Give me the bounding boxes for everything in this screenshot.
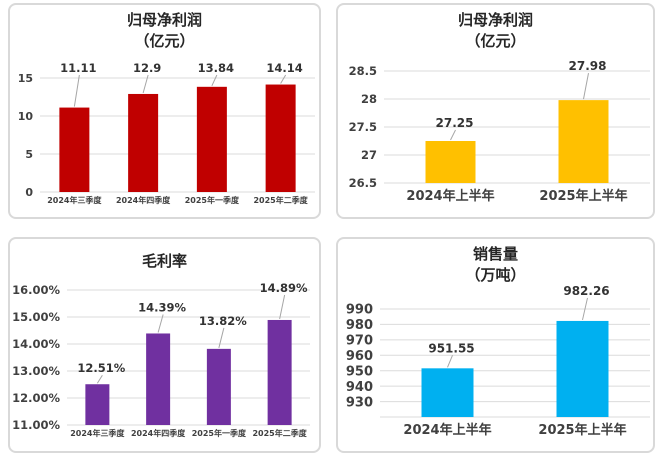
chart-title: 归母净利润 （亿元）: [338, 10, 653, 52]
y-axis-tick-label: 5: [25, 148, 33, 161]
bar: [421, 368, 474, 417]
data-label-leader-line: [583, 73, 589, 100]
y-axis-tick-label: 990: [346, 303, 373, 318]
y-axis-tick-label: 15.00%: [12, 310, 60, 324]
y-axis-tick-label: 13.00%: [12, 364, 60, 378]
data-label-leader-line: [280, 74, 287, 84]
data-label: 951.55: [428, 341, 474, 355]
y-axis-tick-label: 15: [18, 72, 33, 85]
x-axis-category-label: 2025年二季度: [253, 195, 308, 205]
y-axis-tick-label: 11.00%: [12, 418, 60, 432]
data-label-leader-line: [211, 74, 218, 87]
y-axis-tick-label: 960: [346, 349, 373, 364]
x-axis-category-label: 2024年三季度: [70, 428, 125, 438]
x-axis-category-label: 2025年上半年: [539, 188, 627, 204]
chart-title: 毛利率: [10, 251, 319, 272]
y-axis-tick-label: 930: [346, 395, 373, 410]
bar: [196, 86, 227, 192]
net-profit-halfyear-chart: 28.5 28 27.5 27 26.5 2024年上半年 27.25 2025年上半年 27.…: [349, 59, 650, 204]
y-axis-tick-label: 970: [346, 334, 373, 349]
chart-title: 销售量 （万吨）: [338, 244, 653, 286]
y-axis-tick-label: 0: [25, 186, 33, 199]
y-axis-tick-label: 26.5: [349, 176, 377, 190]
data-label-leader-line: [447, 355, 453, 368]
bar: [206, 348, 231, 425]
net-profit-quarterly-chart: 15 10 5 0 2024年三季度 11.11 2024年四季度 12.9 2025年一季度 1…: [18, 61, 315, 205]
y-axis-tick-label: 14.00%: [12, 337, 60, 351]
x-axis-category-label: 2024年四季度: [131, 428, 186, 438]
panel-net-profit-quarterly: 归母净利润 （亿元） 15 10 5 0 2024年三季度 11.11 2024年四季度 12…: [8, 3, 321, 219]
panel-gross-margin: 毛利率 16.00% 15.00% 14.00% 13.00% 12.00% 11.00%…: [8, 237, 321, 453]
panel-sales-volume: 销售量 （万吨） 990 980 970 960 950 940 930 2024年上半年 95…: [336, 237, 655, 453]
chart-title-line1: 归母净利润: [126, 11, 202, 29]
chart-title-line2: （亿元）: [465, 32, 526, 50]
y-axis-tick-label: 12.00%: [12, 391, 60, 405]
data-label: 12.51%: [77, 361, 125, 375]
data-label: 12.9: [133, 61, 161, 75]
x-axis-category-label: 2025年二季度: [252, 428, 307, 438]
x-axis-category-label: 2025年一季度: [185, 195, 240, 205]
data-label: 14.14: [266, 61, 302, 75]
bar: [556, 320, 609, 417]
data-label-leader-line: [142, 74, 149, 94]
chart-title-line1: 归母净利润: [457, 11, 533, 29]
y-axis-tick-label: 28.5: [349, 64, 377, 78]
x-axis-category-label: 2025年一季度: [192, 428, 247, 438]
data-label: 14.89%: [260, 281, 308, 295]
data-label: 27.25: [436, 116, 474, 130]
data-label: 982.26: [563, 284, 609, 298]
data-label: 14.39%: [138, 300, 186, 314]
data-label-leader-line: [157, 314, 164, 333]
y-axis-tick-label: 980: [346, 318, 373, 333]
bar: [128, 93, 159, 192]
y-axis-tick-label: 10: [18, 110, 34, 123]
bar: [59, 107, 90, 192]
data-label: 11.11: [60, 61, 96, 75]
y-axis-tick-label: 950: [346, 364, 373, 379]
data-label: 13.82%: [199, 314, 247, 328]
data-label-leader-line: [73, 74, 80, 107]
data-label: 27.98: [569, 59, 607, 73]
bar: [146, 333, 171, 425]
chart-title: 归母净利润 （亿元）: [10, 10, 319, 52]
gross-margin-chart: 16.00% 15.00% 14.00% 13.00% 12.00% 11.00% 2024…: [12, 281, 310, 438]
x-axis-category-label: 2024年上半年: [406, 188, 494, 204]
bar: [265, 84, 296, 192]
y-axis-tick-label: 28: [361, 92, 377, 106]
x-axis-category-label: 2024年三季度: [47, 195, 102, 205]
data-label-leader-line: [96, 374, 103, 384]
bar: [558, 100, 609, 183]
x-axis-category-label: 2025年上半年: [538, 422, 626, 438]
panel-net-profit-halfyear: 归母净利润 （亿元） 28.5 28 27.5 27 26.5 2024年上半年 27.25…: [336, 3, 655, 219]
data-label-leader-line: [279, 294, 286, 320]
x-axis-category-label: 2024年四季度: [116, 195, 171, 205]
chart-title-line2: （万吨）: [465, 266, 526, 284]
y-axis-tick-label: 27.5: [349, 120, 377, 134]
data-label-leader-line: [450, 129, 456, 141]
data-label-leader-line: [218, 327, 225, 348]
y-axis-tick-label: 940: [346, 380, 373, 395]
y-axis-tick-label: 27: [361, 148, 377, 162]
bar: [85, 384, 110, 425]
chart-title-line2: （亿元）: [134, 32, 195, 50]
chart-title-line1: 毛利率: [141, 252, 187, 270]
y-axis-tick-label: 16.00%: [12, 283, 60, 297]
chart-title-line1: 销售量: [472, 245, 518, 263]
data-label: 13.84: [198, 61, 234, 75]
data-label-leader-line: [582, 297, 588, 321]
x-axis-category-label: 2024年上半年: [403, 422, 491, 438]
bar: [267, 319, 292, 425]
bar: [425, 141, 476, 183]
